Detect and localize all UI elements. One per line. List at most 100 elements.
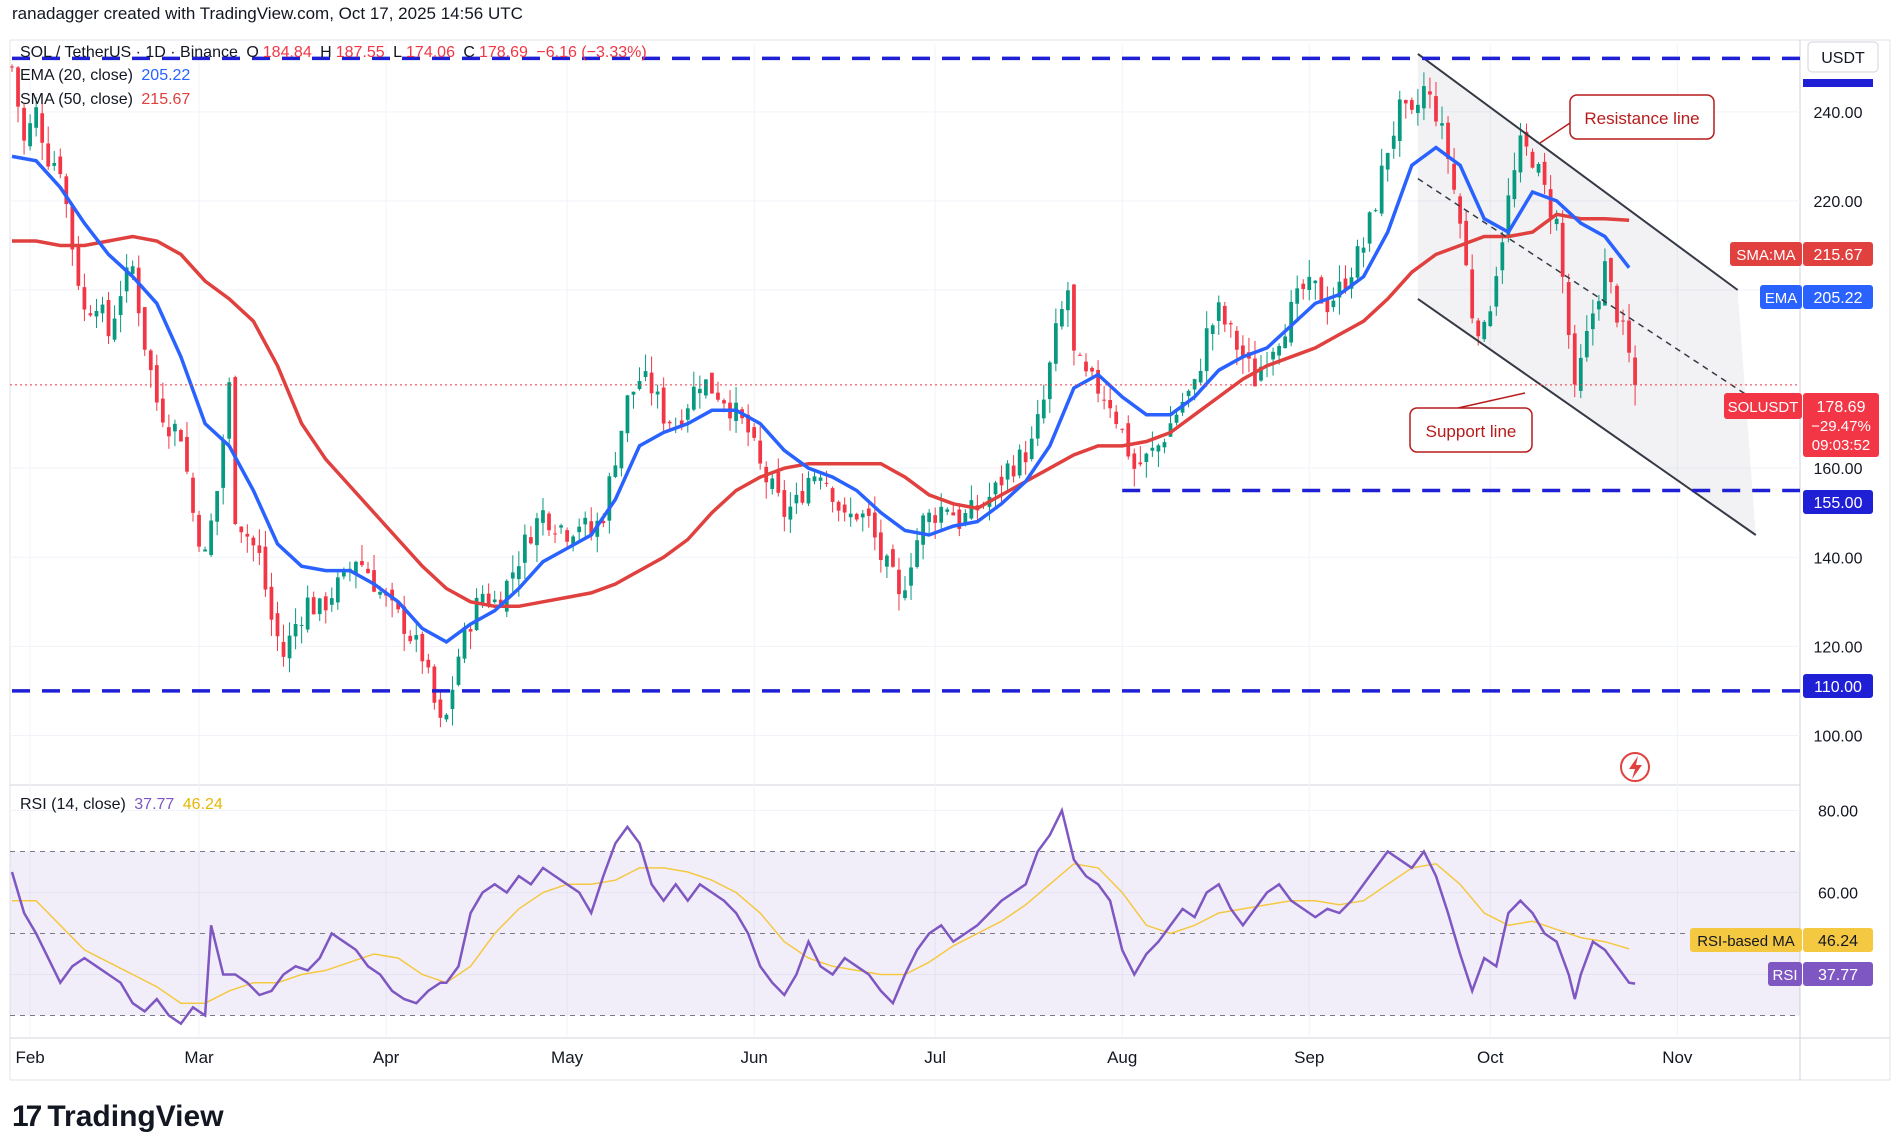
sma-legend[interactable]: SMA (50, close) 215.67: [20, 91, 194, 109]
candle-body: [637, 380, 642, 390]
candle-244: [1482, 320, 1487, 342]
candle-body: [456, 656, 461, 685]
candle-body: [872, 512, 877, 538]
candle-body: [697, 388, 702, 394]
ema-legend[interactable]: EMA (20, close) 205.22: [20, 67, 194, 85]
time-label-jun: Jun: [740, 1048, 767, 1067]
candle-body: [782, 490, 787, 517]
candle-4: [34, 97, 39, 137]
candle-body: [257, 545, 262, 553]
candle-body: [209, 520, 213, 556]
candle-8: [58, 148, 63, 179]
candle-body: [679, 420, 684, 426]
candle-229: [1391, 121, 1396, 159]
candle-body: [94, 310, 99, 317]
channel-lower-line: [1417, 298, 1757, 536]
candle-99: [607, 472, 612, 534]
candle-35: [221, 434, 226, 505]
candle-body: [553, 533, 557, 535]
candle-body: [1500, 242, 1505, 271]
rsi-band-lines: [10, 851, 1800, 1016]
candle-49: [305, 585, 310, 633]
candle-176: [1072, 283, 1076, 366]
candle-body: [1422, 86, 1426, 109]
candle-106: [649, 356, 654, 406]
tradingview-logo[interactable]: 17 TradingView: [12, 1100, 224, 1134]
candle-242: [1470, 254, 1475, 324]
lightning-icon[interactable]: [1620, 752, 1650, 782]
candle-body: [438, 699, 443, 718]
candle-body: [655, 391, 660, 395]
candle-body: [360, 561, 364, 566]
open-value: 184.84: [262, 44, 312, 61]
candle-body: [1005, 463, 1010, 480]
candle-body: [1590, 313, 1595, 330]
candle-body: [625, 395, 630, 434]
candle-218: [1325, 286, 1330, 325]
candle-body: [1156, 445, 1161, 452]
candle-27: [173, 419, 177, 447]
close-value: 178.69: [478, 44, 528, 61]
candle-body: [474, 597, 479, 631]
candle-body: [860, 513, 865, 518]
candle-body: [1078, 354, 1082, 356]
candle-87: [535, 512, 539, 563]
candle-107: [655, 384, 660, 409]
candle-body: [758, 440, 763, 464]
candle-185: [1126, 415, 1131, 460]
candle-body: [10, 66, 14, 68]
price-tag-ema: EMA 205.22: [1760, 285, 1873, 309]
candle-body: [1035, 414, 1040, 439]
candle-211: [1283, 324, 1287, 349]
candle-174: [1060, 301, 1064, 330]
candle-105: [643, 354, 648, 382]
candle-body: [691, 386, 696, 410]
candle-body: [408, 635, 413, 642]
candle-255: [1548, 175, 1553, 235]
rsi-tick-80: 80.00: [1818, 804, 1858, 821]
candle-1: [16, 66, 20, 123]
candle-259: [1572, 324, 1577, 398]
candle-108: [661, 377, 666, 435]
candle-body: [1554, 218, 1559, 225]
sma-tag-value: 215.67: [1814, 247, 1863, 264]
sma-legend-label: SMA (50, close): [20, 91, 133, 108]
candle-body: [933, 515, 938, 523]
candle-219: [1331, 287, 1336, 312]
time-label-sep: Sep: [1294, 1048, 1324, 1067]
candle-22: [142, 306, 147, 357]
candle-body: [486, 593, 491, 605]
candle-body: [1518, 135, 1523, 173]
candle-48: [299, 616, 304, 644]
currency-label[interactable]: USDT: [1807, 41, 1879, 73]
candle-50: [311, 591, 316, 615]
candle-262: [1590, 299, 1595, 346]
candle-53: [329, 587, 334, 612]
time-label-may: May: [551, 1048, 584, 1067]
candle-body: [885, 555, 889, 567]
candle-264: [1603, 248, 1607, 306]
candle-151: [921, 513, 925, 560]
candle-214: [1301, 279, 1306, 300]
candle-83: [510, 555, 515, 595]
rsi-legend[interactable]: RSI (14, close) 37.77 46.24: [20, 796, 227, 814]
candle-body: [88, 313, 93, 316]
resistance-box: [1569, 94, 1715, 140]
candle-body: [1337, 281, 1342, 298]
candle-29: [185, 421, 189, 475]
candle-113: [691, 371, 696, 412]
candle-body: [1560, 222, 1565, 277]
candle-59: [366, 561, 370, 574]
candle-258: [1566, 273, 1571, 349]
candle-body: [1295, 288, 1300, 304]
candle-215: [1307, 259, 1312, 301]
candle-240: [1458, 193, 1462, 239]
price-tick-160: 160.00: [1814, 461, 1863, 478]
candle-201: [1222, 301, 1227, 333]
price-tag-symbol: SOLUSDT 178.69 −29.47% 09:03:52: [1724, 393, 1879, 457]
candle-body: [1108, 399, 1113, 409]
support-pointer: [1457, 392, 1526, 409]
candle-0: [10, 64, 14, 72]
